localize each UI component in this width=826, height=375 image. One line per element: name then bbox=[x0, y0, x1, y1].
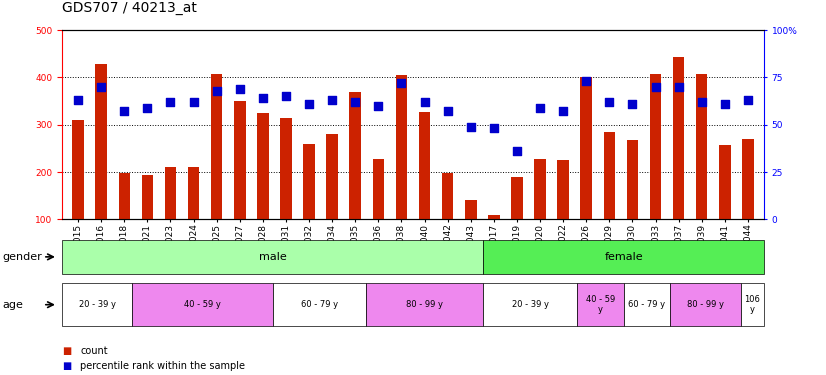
Text: percentile rank within the sample: percentile rank within the sample bbox=[80, 361, 245, 370]
Point bbox=[418, 99, 431, 105]
Point bbox=[626, 101, 639, 107]
Point bbox=[325, 97, 339, 103]
Text: 60 - 79 y: 60 - 79 y bbox=[301, 300, 338, 309]
Point bbox=[187, 99, 200, 105]
Bar bbox=[534, 159, 546, 219]
Point bbox=[672, 84, 686, 90]
Point bbox=[741, 97, 754, 103]
Bar bbox=[326, 134, 338, 219]
Point bbox=[140, 105, 154, 111]
Bar bbox=[303, 144, 315, 219]
Bar bbox=[696, 74, 707, 219]
Point bbox=[718, 101, 731, 107]
Point bbox=[117, 108, 131, 114]
Bar bbox=[234, 101, 245, 219]
Bar bbox=[211, 74, 222, 219]
Bar bbox=[119, 174, 130, 219]
Point bbox=[557, 108, 570, 114]
Text: 80 - 99 y: 80 - 99 y bbox=[406, 300, 444, 309]
Point bbox=[164, 99, 177, 105]
Bar bbox=[442, 174, 453, 219]
Bar bbox=[188, 167, 199, 219]
Text: 106
y: 106 y bbox=[744, 295, 760, 314]
Point bbox=[580, 78, 593, 84]
Text: male: male bbox=[259, 252, 287, 262]
Bar bbox=[141, 176, 153, 219]
Point bbox=[464, 124, 477, 130]
Bar bbox=[396, 75, 407, 219]
Bar bbox=[373, 159, 384, 219]
Text: ■: ■ bbox=[62, 361, 71, 370]
Bar bbox=[627, 140, 638, 219]
Bar bbox=[488, 214, 500, 219]
Point bbox=[487, 126, 501, 132]
Point bbox=[695, 99, 709, 105]
Point bbox=[72, 97, 85, 103]
Bar bbox=[96, 64, 107, 219]
Text: ■: ■ bbox=[62, 346, 71, 355]
Bar bbox=[650, 74, 662, 219]
Point bbox=[395, 80, 408, 86]
Point bbox=[279, 93, 292, 99]
Point bbox=[349, 99, 362, 105]
Text: count: count bbox=[80, 346, 107, 355]
Text: 20 - 39 y: 20 - 39 y bbox=[78, 300, 116, 309]
Bar bbox=[511, 177, 523, 219]
Text: age: age bbox=[2, 300, 23, 310]
Bar bbox=[673, 57, 685, 219]
Text: 60 - 79 y: 60 - 79 y bbox=[629, 300, 666, 309]
Bar bbox=[73, 120, 84, 219]
Text: female: female bbox=[605, 252, 643, 262]
Point bbox=[510, 148, 524, 154]
Text: 40 - 59
y: 40 - 59 y bbox=[586, 295, 615, 314]
Text: gender: gender bbox=[2, 252, 42, 262]
Point bbox=[233, 86, 246, 92]
Point bbox=[534, 105, 547, 111]
Bar bbox=[419, 112, 430, 219]
Bar bbox=[280, 118, 292, 219]
Bar bbox=[719, 145, 730, 219]
Bar bbox=[604, 132, 615, 219]
Point bbox=[210, 88, 223, 94]
Bar bbox=[558, 160, 569, 219]
Point bbox=[302, 101, 316, 107]
Bar bbox=[349, 93, 361, 219]
Text: 20 - 39 y: 20 - 39 y bbox=[511, 300, 548, 309]
Point bbox=[649, 84, 662, 90]
Point bbox=[441, 108, 454, 114]
Text: GDS707 / 40213_at: GDS707 / 40213_at bbox=[62, 1, 197, 15]
Point bbox=[256, 95, 269, 101]
Bar bbox=[465, 200, 477, 219]
Text: 80 - 99 y: 80 - 99 y bbox=[687, 300, 724, 309]
Point bbox=[372, 103, 385, 109]
Bar bbox=[581, 77, 592, 219]
Bar bbox=[257, 113, 268, 219]
Bar bbox=[164, 167, 176, 219]
Bar bbox=[742, 139, 753, 219]
Point bbox=[603, 99, 616, 105]
Text: 40 - 59 y: 40 - 59 y bbox=[184, 300, 221, 309]
Point bbox=[95, 84, 108, 90]
